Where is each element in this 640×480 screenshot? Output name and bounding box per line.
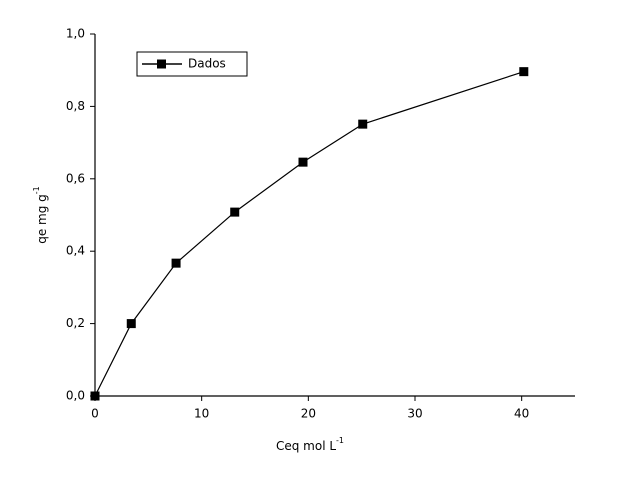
y-label-sup: -1: [32, 186, 41, 194]
x-tick-label: 30: [407, 407, 422, 421]
y-tick-label: 0,4: [66, 244, 85, 258]
x-label-text: Ceq mol L: [276, 439, 336, 453]
y-tick-label: 0,2: [66, 316, 85, 330]
data-point: [298, 157, 308, 167]
x-tick-label: 20: [301, 407, 316, 421]
data-point: [90, 391, 100, 401]
legend-label: Dados: [188, 57, 226, 71]
legend-marker: [157, 59, 166, 69]
x-tick-label: 10: [194, 407, 209, 421]
data-point: [126, 319, 136, 329]
y-label-text: qe mg g: [35, 194, 49, 244]
data-line: [94, 71, 524, 397]
x-axis-label: Ceq mol L-1: [276, 436, 344, 453]
x-label-sup: -1: [336, 436, 344, 445]
data-point: [519, 67, 529, 77]
y-tick-label: 0,0: [66, 389, 85, 403]
data-point: [171, 258, 181, 268]
data-point: [230, 207, 240, 217]
y-axis-label: qe mg g-1: [32, 186, 49, 244]
x-tick-label: 40: [514, 407, 529, 421]
y-tick-label: 1,0: [66, 27, 85, 41]
y-tick-label: 0,6: [66, 171, 85, 185]
y-tick-label: 0,8: [66, 99, 85, 113]
x-tick-label: 0: [91, 407, 99, 421]
data-point: [358, 119, 368, 129]
